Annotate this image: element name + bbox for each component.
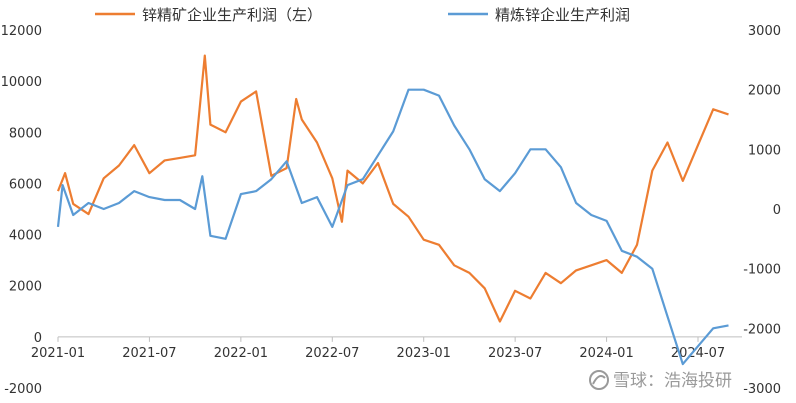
y-left-tick-label: 2000 — [9, 280, 42, 295]
snowball-logo-icon — [589, 370, 609, 390]
axes: -2000020004000600080001000012000-3000-20… — [1, 24, 781, 397]
y-left-tick-label: 10000 — [1, 75, 42, 90]
x-tick-label: 2022-07 — [305, 346, 359, 361]
series-layer — [56, 54, 729, 366]
snowball-logo-swirl — [592, 375, 606, 385]
x-tick-label: 2023-01 — [397, 346, 451, 361]
y-left-tick-label: -2000 — [4, 382, 42, 397]
y-left-tick-label: 6000 — [9, 177, 42, 192]
legend-label: 精炼锌企业生产利润 — [495, 6, 630, 24]
y-left-tick-label: 8000 — [9, 126, 42, 141]
y-right-tick-label: -3000 — [743, 382, 781, 397]
y-right-tick-label: 0 — [773, 203, 781, 218]
y-right-tick-label: 2000 — [748, 84, 781, 99]
y-right-tick-label: 3000 — [748, 24, 781, 39]
y-right-tick-label: 1000 — [748, 143, 781, 158]
legend-label: 锌精矿企业生产利润（左） — [142, 6, 322, 24]
x-tick-label: 2022-01 — [214, 346, 268, 361]
x-tick-label: 2021-07 — [122, 346, 176, 361]
y-right-tick-label: -2000 — [743, 322, 781, 337]
series-line-0 — [56, 54, 729, 323]
series-line-1 — [56, 88, 729, 366]
y-left-tick-label: 12000 — [1, 24, 42, 39]
legend: 锌精矿企业生产利润（左） 精炼锌企业生产利润 — [95, 6, 630, 24]
watermark: 雪球：浩海投研 — [589, 370, 732, 391]
y-left-tick-label: 4000 — [9, 229, 42, 244]
x-tick-label: 2023-07 — [488, 346, 542, 361]
watermark-text: 雪球：浩海投研 — [613, 371, 732, 391]
x-tick-label: 2024-07 — [671, 346, 725, 361]
y-right-tick-label: -1000 — [743, 263, 781, 278]
y-left-tick-label: 0 — [34, 331, 42, 346]
x-tick-label: 2021-01 — [31, 346, 85, 361]
x-tick-label: 2024-01 — [579, 346, 633, 361]
